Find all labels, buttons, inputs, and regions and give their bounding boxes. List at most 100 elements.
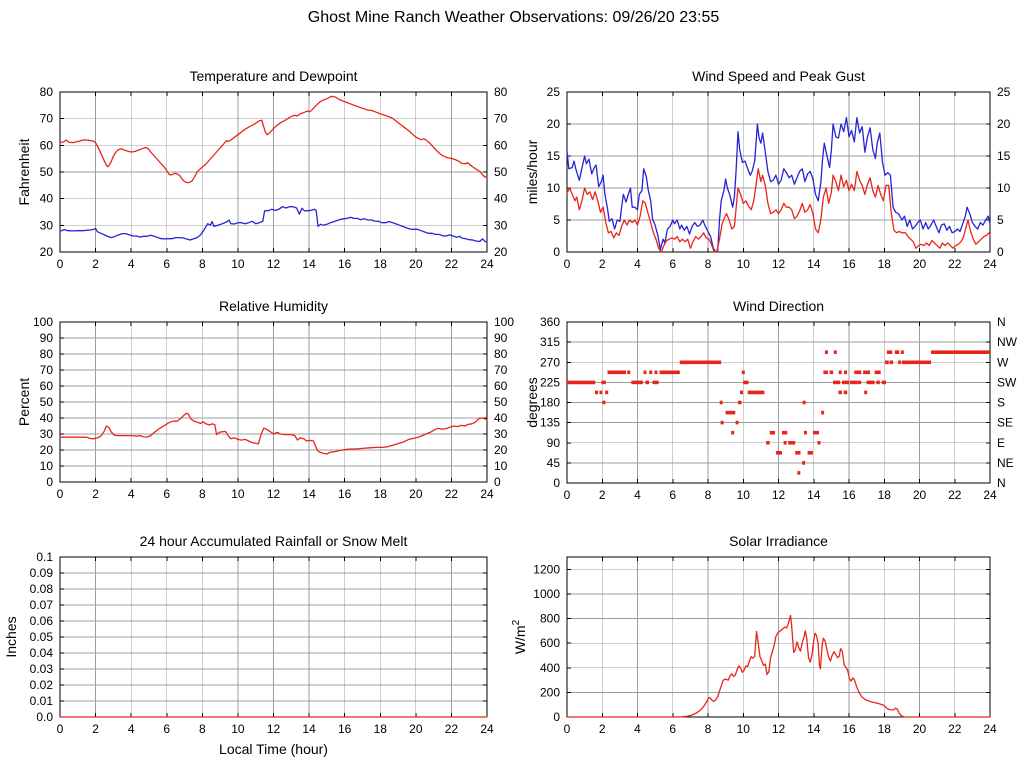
x-tick-label: 0 bbox=[564, 257, 571, 271]
y-tick-label-right: 40 bbox=[494, 192, 508, 206]
x-tick-label: 6 bbox=[163, 487, 170, 501]
y-axis-name: Fahrenheit bbox=[16, 138, 32, 205]
y-tick-label: 0.02 bbox=[30, 678, 54, 692]
x-tick-label: 22 bbox=[948, 257, 962, 271]
y-tick-label-right: N bbox=[997, 476, 1006, 490]
series-wind-speed bbox=[566, 168, 991, 253]
x-tick-label: 14 bbox=[302, 487, 316, 501]
x-tick-label: 16 bbox=[842, 257, 856, 271]
y-tick-label: 20 bbox=[40, 245, 54, 259]
x-tick-label: 20 bbox=[913, 257, 927, 271]
x-tick-label: 18 bbox=[878, 722, 892, 736]
y-tick-label: 270 bbox=[540, 355, 560, 369]
y-tick-label: 1000 bbox=[533, 587, 560, 601]
y-tick-label-right: 90 bbox=[494, 331, 508, 345]
y-tick-label-right: 30 bbox=[494, 427, 508, 441]
y-tick-label-right: 60 bbox=[494, 379, 508, 393]
x-tick-label: 20 bbox=[409, 487, 423, 501]
x-tick-label: 24 bbox=[983, 488, 997, 502]
tick-marks bbox=[59, 321, 488, 483]
x-axis-name: Local Time (hour) bbox=[219, 741, 328, 757]
gridlines bbox=[567, 322, 990, 483]
y-tick-label: 225 bbox=[540, 375, 560, 389]
series-irradiance bbox=[566, 614, 991, 718]
x-tick-label: 20 bbox=[409, 722, 423, 736]
y-tick-label-right: 70 bbox=[494, 363, 508, 377]
y-tick-label: 90 bbox=[40, 331, 54, 345]
y-tick-label-right: 40 bbox=[494, 411, 508, 425]
y-tick-label: 0.08 bbox=[30, 582, 54, 596]
y-tick-label-right: 10 bbox=[997, 181, 1011, 195]
y-tick-label: 20 bbox=[40, 443, 54, 457]
x-tick-label: 8 bbox=[199, 722, 206, 736]
y-tick-label-right: 15 bbox=[997, 149, 1011, 163]
x-tick-label: 2 bbox=[599, 257, 606, 271]
y-tick-label: 60 bbox=[40, 379, 54, 393]
x-tick-label: 18 bbox=[878, 257, 892, 271]
y-tick-label: 0.1 bbox=[36, 550, 53, 564]
gridlines bbox=[60, 322, 487, 482]
y-tick-label: 50 bbox=[40, 395, 54, 409]
x-tick-label: 10 bbox=[737, 257, 751, 271]
y-tick-label: 360 bbox=[540, 315, 560, 329]
y-tick-label-right: 20 bbox=[494, 245, 508, 259]
y-tick-label: 40 bbox=[40, 192, 54, 206]
x-tick-label: 6 bbox=[669, 488, 676, 502]
y-tick-label-right: NW bbox=[997, 335, 1018, 349]
x-tick-label: 0 bbox=[57, 487, 64, 501]
chart-solar-irradiance: 0 2 4 6 8 10 12 14 16 18 20 22 240200400600800100012… bbox=[511, 533, 997, 736]
y-tick-label-right: W bbox=[997, 355, 1009, 369]
x-tick-label: 10 bbox=[737, 488, 751, 502]
x-tick-label: 18 bbox=[878, 488, 892, 502]
y-tick-label: 0 bbox=[46, 475, 53, 489]
x-tick-label: 20 bbox=[409, 257, 423, 271]
x-tick-label: 4 bbox=[634, 257, 641, 271]
y-tick-label: 0.05 bbox=[30, 630, 54, 644]
gridlines bbox=[567, 557, 990, 717]
y-axis-name: Percent bbox=[16, 378, 32, 426]
y-tick-label: 0.03 bbox=[30, 662, 54, 676]
y-tick-label-right: 80 bbox=[494, 347, 508, 361]
x-tick-label: 12 bbox=[772, 722, 786, 736]
y-tick-label-right: NE bbox=[997, 456, 1014, 470]
y-tick-label: 25 bbox=[547, 85, 561, 99]
y-tick-label-right: 70 bbox=[494, 112, 508, 126]
y-tick-label: 40 bbox=[40, 411, 54, 425]
x-tick-label: 0 bbox=[57, 257, 64, 271]
y-tick-label: 70 bbox=[40, 363, 54, 377]
y-tick-label-right: N bbox=[997, 315, 1006, 329]
y-tick-label-right: S bbox=[997, 396, 1005, 410]
x-tick-label: 8 bbox=[705, 488, 712, 502]
y-tick-label-right: 0 bbox=[997, 245, 1004, 259]
y-tick-label-right: E bbox=[997, 436, 1005, 450]
x-tick-label: 12 bbox=[772, 488, 786, 502]
x-tick-label: 18 bbox=[374, 487, 388, 501]
x-tick-label: 22 bbox=[948, 488, 962, 502]
x-tick-label: 16 bbox=[842, 488, 856, 502]
x-tick-label: 2 bbox=[92, 722, 99, 736]
y-tick-label-right: 25 bbox=[997, 85, 1011, 99]
x-tick-label: 16 bbox=[338, 487, 352, 501]
y-tick-label: 800 bbox=[540, 612, 560, 626]
y-axis-name: degrees bbox=[524, 377, 540, 428]
series-peak-gust bbox=[566, 116, 991, 253]
x-tick-label: 10 bbox=[737, 722, 751, 736]
y-tick-label-right: 20 bbox=[494, 443, 508, 457]
x-tick-label: 4 bbox=[128, 257, 135, 271]
y-tick-label-right: 50 bbox=[494, 395, 508, 409]
y-tick-label-right: SE bbox=[997, 416, 1013, 430]
y-tick-label-right: 100 bbox=[494, 315, 514, 329]
y-tick-label: 20 bbox=[547, 117, 561, 131]
chart-title: Wind Speed and Peak Gust bbox=[692, 68, 865, 84]
chart-rainfall: 0 2 4 6 8 10 12 14 16 18 20 22 240.00.010.020.030.04… bbox=[3, 533, 494, 757]
x-tick-label: 18 bbox=[374, 722, 388, 736]
x-tick-label: 24 bbox=[983, 722, 997, 736]
y-tick-label-right: 80 bbox=[494, 85, 508, 99]
x-tick-label: 16 bbox=[842, 722, 856, 736]
x-tick-label: 12 bbox=[267, 487, 281, 501]
series-humidity bbox=[59, 412, 488, 455]
